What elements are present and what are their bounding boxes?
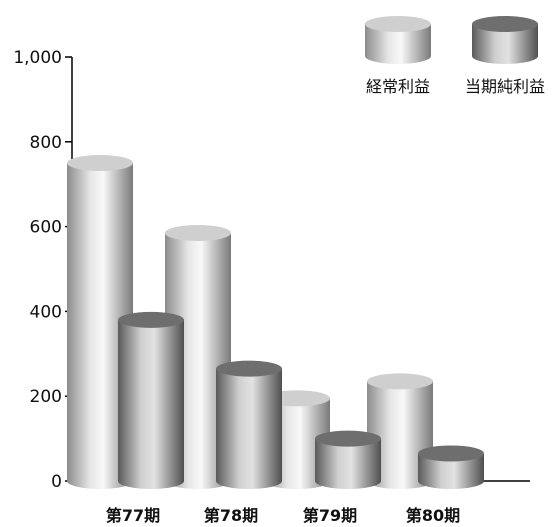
bar-series0-0 (67, 155, 133, 489)
legend-swatch-0 (365, 24, 431, 64)
legend-item-0: 経常利益 (365, 16, 431, 96)
y-tick-label: 0 (51, 472, 62, 492)
legend-label: 経常利益 (366, 77, 430, 96)
legend-label: 当期純利益 (465, 77, 545, 96)
bar-series1-2 (315, 430, 381, 489)
x-category-label: 第80期 (406, 506, 460, 525)
bar-series1-1 (216, 360, 282, 489)
bar-series0-3 (367, 373, 433, 489)
bars (67, 155, 484, 489)
y-tick-label: 600 (30, 218, 62, 238)
legend-item-1: 当期純利益 (465, 16, 545, 96)
y-axis: 0 200 400 600 800 1,000 (13, 48, 73, 492)
x-category-label: 第79期 (303, 506, 357, 525)
legend: 経常利益 当期純利益 (365, 16, 545, 96)
x-category-label: 第78期 (204, 506, 258, 525)
y-tick-label: 800 (30, 133, 62, 153)
x-axis: 第77期 第78期 第79期 第80期 (72, 480, 530, 525)
y-tick-label: 400 (30, 302, 62, 322)
y-tick-label: 1,000 (13, 48, 62, 68)
bar-series1-0 (118, 311, 184, 489)
x-category-label: 第77期 (106, 506, 160, 525)
legend-swatch-1 (472, 24, 538, 64)
bar-series1-3 (418, 445, 484, 489)
y-tick-label: 200 (30, 387, 62, 407)
